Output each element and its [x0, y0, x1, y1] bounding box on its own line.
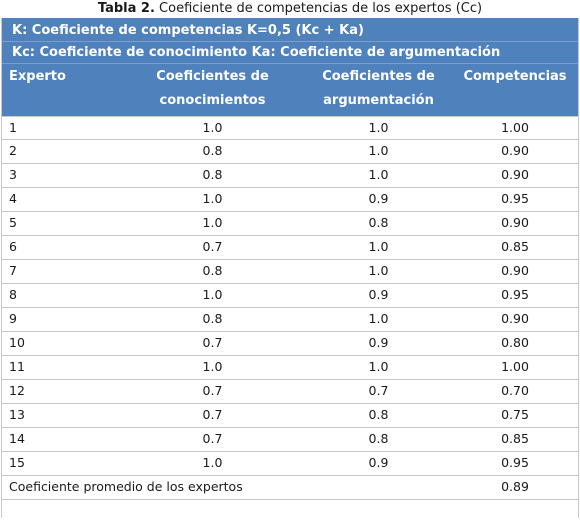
column-header-conocimientos: Coeficientes de conocimientos — [156, 69, 269, 108]
table-caption-text: Coeficiente de competencias de los exper… — [159, 1, 483, 16]
average-value: 0.89 — [501, 479, 529, 494]
table-row: 8 1.0 0.9 0.95 — [1, 284, 579, 308]
column-header-argumentacion: Coeficientes de argumentación — [322, 69, 435, 108]
table-row: 5 1.0 0.8 0.90 — [1, 212, 579, 236]
table-row: 12 0.7 0.7 0.70 — [1, 380, 579, 404]
table-row: 2 0.8 1.0 0.90 — [1, 140, 579, 164]
table-row: 14 0.7 0.8 0.85 — [1, 428, 579, 452]
table-row: 13 0.7 0.8 0.75 — [1, 404, 579, 428]
competencias-table: K: Coeficiente de competencias K=0,5 (Kc… — [1, 18, 579, 500]
table-body: 1 1.0 1.0 1.00 2 0.8 1.0 0.90 3 0.8 1.0 0.90 4 1.0… — [1, 116, 579, 500]
table-header: K: Coeficiente de competencias K=0,5 (Kc… — [1, 18, 579, 116]
table-row: 9 0.8 1.0 0.90 — [1, 308, 579, 332]
column-headers: Experto Coeficientes de conocimientos Co… — [1, 64, 579, 116]
table-caption: Tabla 2. Coeficiente de competencias de … — [0, 0, 580, 18]
table-footer-row: Coeficiente promedio de los expertos 0.8… — [1, 476, 579, 500]
average-label: Coeficiente promedio de los expertos — [9, 479, 243, 494]
table-row: 11 1.0 1.0 1.00 — [1, 356, 579, 380]
table-row: 6 0.7 1.0 0.85 — [1, 236, 579, 260]
table-caption-label: Tabla 2. — [97, 1, 155, 16]
table-row: 15 1.0 0.9 0.95 — [1, 452, 579, 476]
table-row: 7 0.8 1.0 0.90 — [1, 260, 579, 284]
table-row: 1 1.0 1.0 1.00 — [1, 116, 579, 140]
table-row: 4 1.0 0.9 0.95 — [1, 188, 579, 212]
header-formula-line: K: Coeficiente de competencias K=0,5 (Kc… — [1, 18, 579, 42]
header-legend-line: Kc: Coeficiente de conocimiento Ka: Coef… — [1, 42, 579, 64]
table-row: 3 0.8 1.0 0.90 — [1, 164, 579, 188]
column-header-experto: Experto — [9, 69, 66, 84]
column-header-competencias: Competencias — [463, 69, 567, 84]
table-row: 10 0.7 0.9 0.80 — [1, 332, 579, 356]
